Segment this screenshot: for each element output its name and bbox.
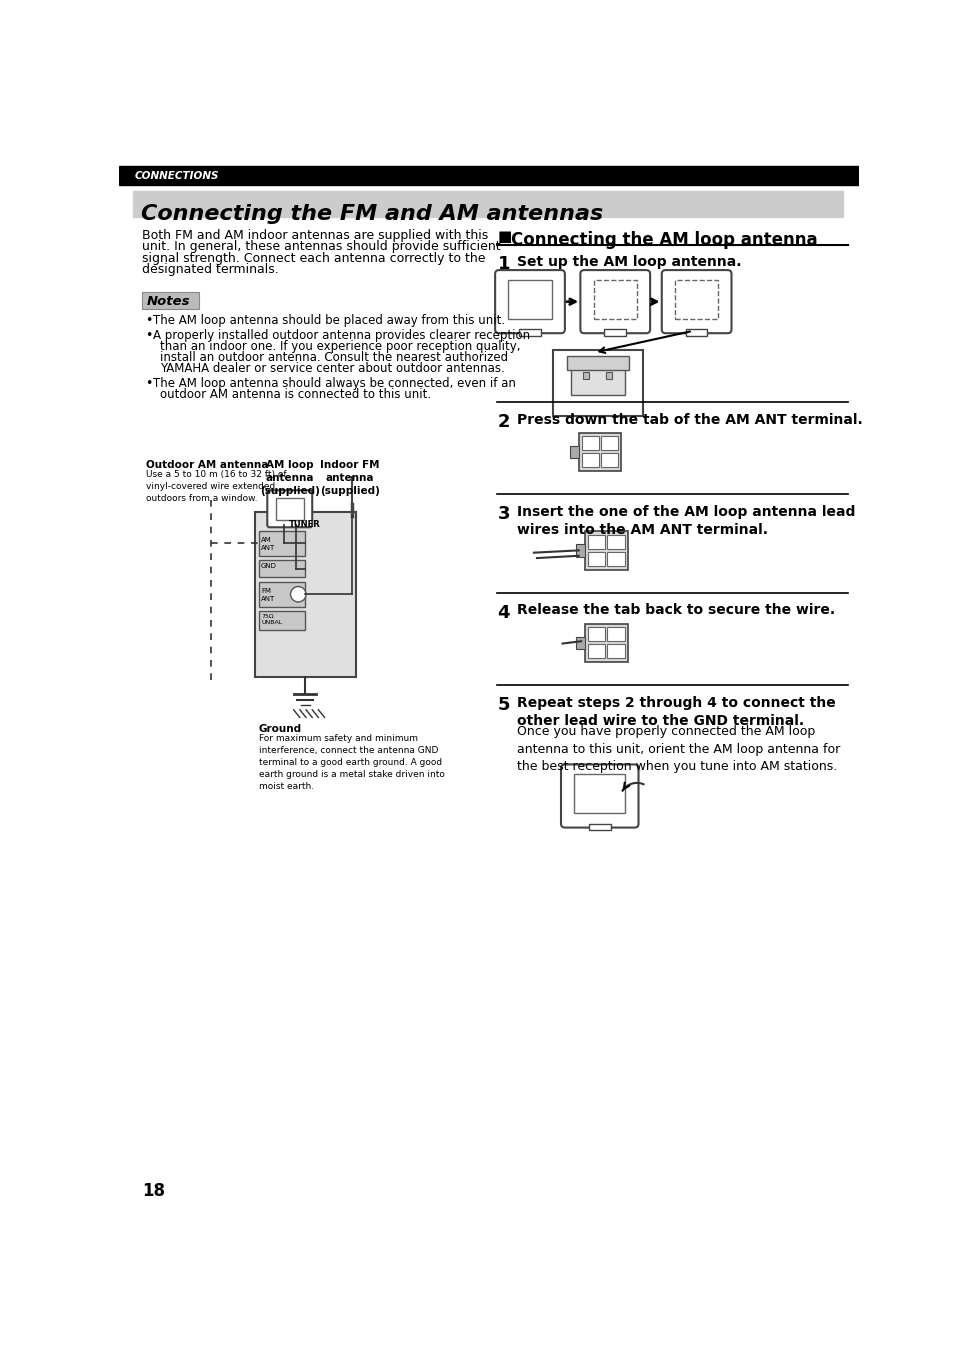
Text: outdoor AM antenna is connected to this unit.: outdoor AM antenna is connected to this … bbox=[159, 388, 430, 401]
Bar bbox=[258, 611, 305, 630]
Bar bbox=[567, 357, 629, 370]
Text: Release the tab back to secure the wire.: Release the tab back to secure the wire. bbox=[517, 603, 834, 618]
Bar bbox=[588, 824, 610, 830]
Text: unit. In general, these antennas should provide sufficient: unit. In general, these antennas should … bbox=[142, 240, 500, 253]
FancyBboxPatch shape bbox=[142, 292, 199, 308]
Text: designated terminals.: designated terminals. bbox=[142, 264, 279, 276]
Bar bbox=[571, 367, 624, 394]
Text: 18: 18 bbox=[142, 1182, 165, 1199]
Bar bbox=[578, 432, 620, 471]
Bar bbox=[575, 637, 584, 649]
Bar bbox=[607, 627, 624, 641]
Text: Repeat steps 2 through 4 to connect the
other lead wire to the GND terminal.: Repeat steps 2 through 4 to connect the … bbox=[517, 696, 835, 728]
Text: Use a 5 to 10 m (16 to 32 ft) of
vinyl-covered wire extended
outdoors from a win: Use a 5 to 10 m (16 to 32 ft) of vinyl-c… bbox=[146, 470, 287, 503]
Bar bbox=[582, 371, 588, 380]
Text: Both FM and AM indoor antennas are supplied with this: Both FM and AM indoor antennas are suppl… bbox=[142, 229, 488, 241]
Text: GND: GND bbox=[261, 564, 276, 569]
Text: •: • bbox=[146, 377, 152, 390]
Text: Press down the tab of the AM ANT terminal.: Press down the tab of the AM ANT termina… bbox=[517, 412, 862, 427]
Bar bbox=[275, 498, 303, 520]
Bar bbox=[119, 166, 858, 184]
Text: For maximum safety and minimum
interference, connect the antenna GND
terminal to: For maximum safety and minimum interfere… bbox=[258, 735, 444, 790]
Text: Insert the one of the AM loop antenna lead
wires into the AM ANT terminal.: Insert the one of the AM loop antenna le… bbox=[517, 505, 854, 537]
Bar bbox=[587, 552, 604, 565]
Text: 4: 4 bbox=[497, 603, 510, 622]
Bar bbox=[581, 454, 598, 467]
Bar bbox=[254, 511, 355, 677]
Text: FM
ANT: FM ANT bbox=[261, 588, 275, 602]
Text: 5: 5 bbox=[497, 696, 510, 713]
Text: CONNECTIONS: CONNECTIONS bbox=[134, 171, 219, 180]
Text: Set up the AM loop antenna.: Set up the AM loop antenna. bbox=[517, 256, 740, 269]
Text: TUNER: TUNER bbox=[289, 520, 321, 529]
Bar bbox=[607, 645, 624, 658]
FancyBboxPatch shape bbox=[267, 490, 312, 528]
Text: Notes: Notes bbox=[147, 295, 191, 308]
Bar bbox=[587, 627, 604, 641]
Text: install an outdoor antenna. Consult the nearest authorized: install an outdoor antenna. Consult the … bbox=[159, 351, 507, 363]
Bar bbox=[604, 330, 625, 335]
Text: 3: 3 bbox=[497, 505, 510, 524]
Bar bbox=[587, 645, 604, 658]
Text: Connecting the AM loop antenna: Connecting the AM loop antenna bbox=[511, 230, 817, 249]
Text: Outdoor AM antenna: Outdoor AM antenna bbox=[146, 460, 269, 470]
Text: AM loop
antenna
(supplied): AM loop antenna (supplied) bbox=[259, 460, 319, 495]
Text: 1: 1 bbox=[497, 256, 510, 273]
Text: A properly installed outdoor antenna provides clearer reception: A properly installed outdoor antenna pro… bbox=[153, 330, 530, 342]
Bar bbox=[581, 436, 598, 451]
Bar bbox=[569, 446, 578, 458]
Text: 2: 2 bbox=[497, 412, 510, 431]
FancyBboxPatch shape bbox=[579, 271, 649, 334]
Bar bbox=[258, 560, 305, 577]
Bar bbox=[600, 454, 618, 467]
Bar bbox=[518, 330, 540, 335]
Bar bbox=[575, 544, 584, 556]
Bar bbox=[593, 280, 637, 319]
Text: •: • bbox=[146, 330, 152, 342]
Bar bbox=[607, 552, 624, 565]
Bar bbox=[574, 774, 624, 813]
Bar bbox=[258, 532, 305, 556]
Text: ■: ■ bbox=[497, 229, 512, 244]
Text: Once you have properly connected the AM loop
antenna to this unit, orient the AM: Once you have properly connected the AM … bbox=[517, 725, 840, 773]
Bar bbox=[600, 436, 618, 451]
FancyBboxPatch shape bbox=[553, 350, 642, 416]
Text: signal strength. Connect each antenna correctly to the: signal strength. Connect each antenna co… bbox=[142, 252, 485, 265]
Text: Ground: Ground bbox=[258, 724, 301, 734]
Bar bbox=[258, 581, 305, 607]
Text: AM
ANT: AM ANT bbox=[261, 537, 275, 551]
Text: Connecting the FM and AM antennas: Connecting the FM and AM antennas bbox=[141, 203, 602, 223]
Text: 75Ω
UNBAL: 75Ω UNBAL bbox=[261, 614, 282, 625]
Bar bbox=[607, 534, 624, 549]
FancyBboxPatch shape bbox=[661, 271, 731, 334]
Text: YAMAHA dealer or service center about outdoor antennas.: YAMAHA dealer or service center about ou… bbox=[159, 362, 504, 374]
Text: Indoor FM
antenna
(supplied): Indoor FM antenna (supplied) bbox=[320, 460, 379, 495]
FancyBboxPatch shape bbox=[495, 271, 564, 334]
Text: •: • bbox=[146, 314, 152, 327]
Text: The AM loop antenna should be placed away from this unit.: The AM loop antenna should be placed awa… bbox=[153, 314, 505, 327]
Bar bbox=[133, 191, 842, 217]
Bar bbox=[584, 623, 627, 662]
Bar bbox=[587, 534, 604, 549]
Bar bbox=[508, 280, 551, 319]
Text: than an indoor one. If you experience poor reception quality,: than an indoor one. If you experience po… bbox=[159, 341, 519, 353]
Bar bbox=[584, 532, 627, 569]
Bar bbox=[674, 280, 718, 319]
FancyBboxPatch shape bbox=[560, 765, 638, 828]
Bar bbox=[685, 330, 707, 335]
Circle shape bbox=[291, 587, 306, 602]
Bar bbox=[605, 371, 612, 380]
Text: The AM loop antenna should always be connected, even if an: The AM loop antenna should always be con… bbox=[153, 377, 516, 390]
